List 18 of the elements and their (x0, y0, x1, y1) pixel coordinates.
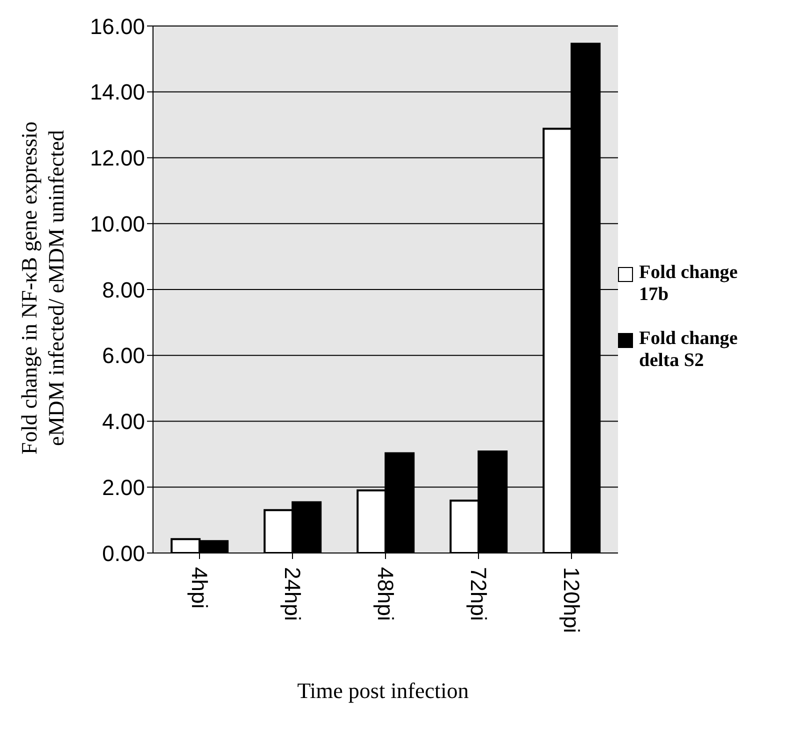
y-tick-label: 6.00 (102, 343, 145, 368)
y-tick-label: 14.00 (90, 80, 145, 105)
y-tick-label: 8.00 (102, 277, 145, 302)
x-axis-title: Time post infection (296, 678, 470, 704)
x-tick-label: 72hpi (466, 567, 491, 621)
y-tick-label: 16.00 (90, 14, 145, 39)
y-tick-label: 12.00 (90, 146, 145, 171)
y-axis-title: Fold change in NF-κB gene expressio eMDM infected/ eMDM uninfected (16, 121, 70, 455)
legend-label: Fold change 17b (639, 262, 738, 306)
x-tick-label: 4hpi (186, 567, 212, 609)
x-tick-label: 120hpi (558, 567, 584, 634)
y-tick-label: 4.00 (102, 409, 145, 434)
y-tick-label: 2.00 (102, 474, 145, 500)
legend-label: Fold change delta S2 (639, 328, 738, 372)
y-tick-label: 0.00 (102, 540, 145, 566)
y-tick-label: 10.00 (90, 211, 145, 236)
x-tick-label: 24hpi (280, 567, 305, 621)
x-tick-label: 48hpi (372, 567, 398, 621)
